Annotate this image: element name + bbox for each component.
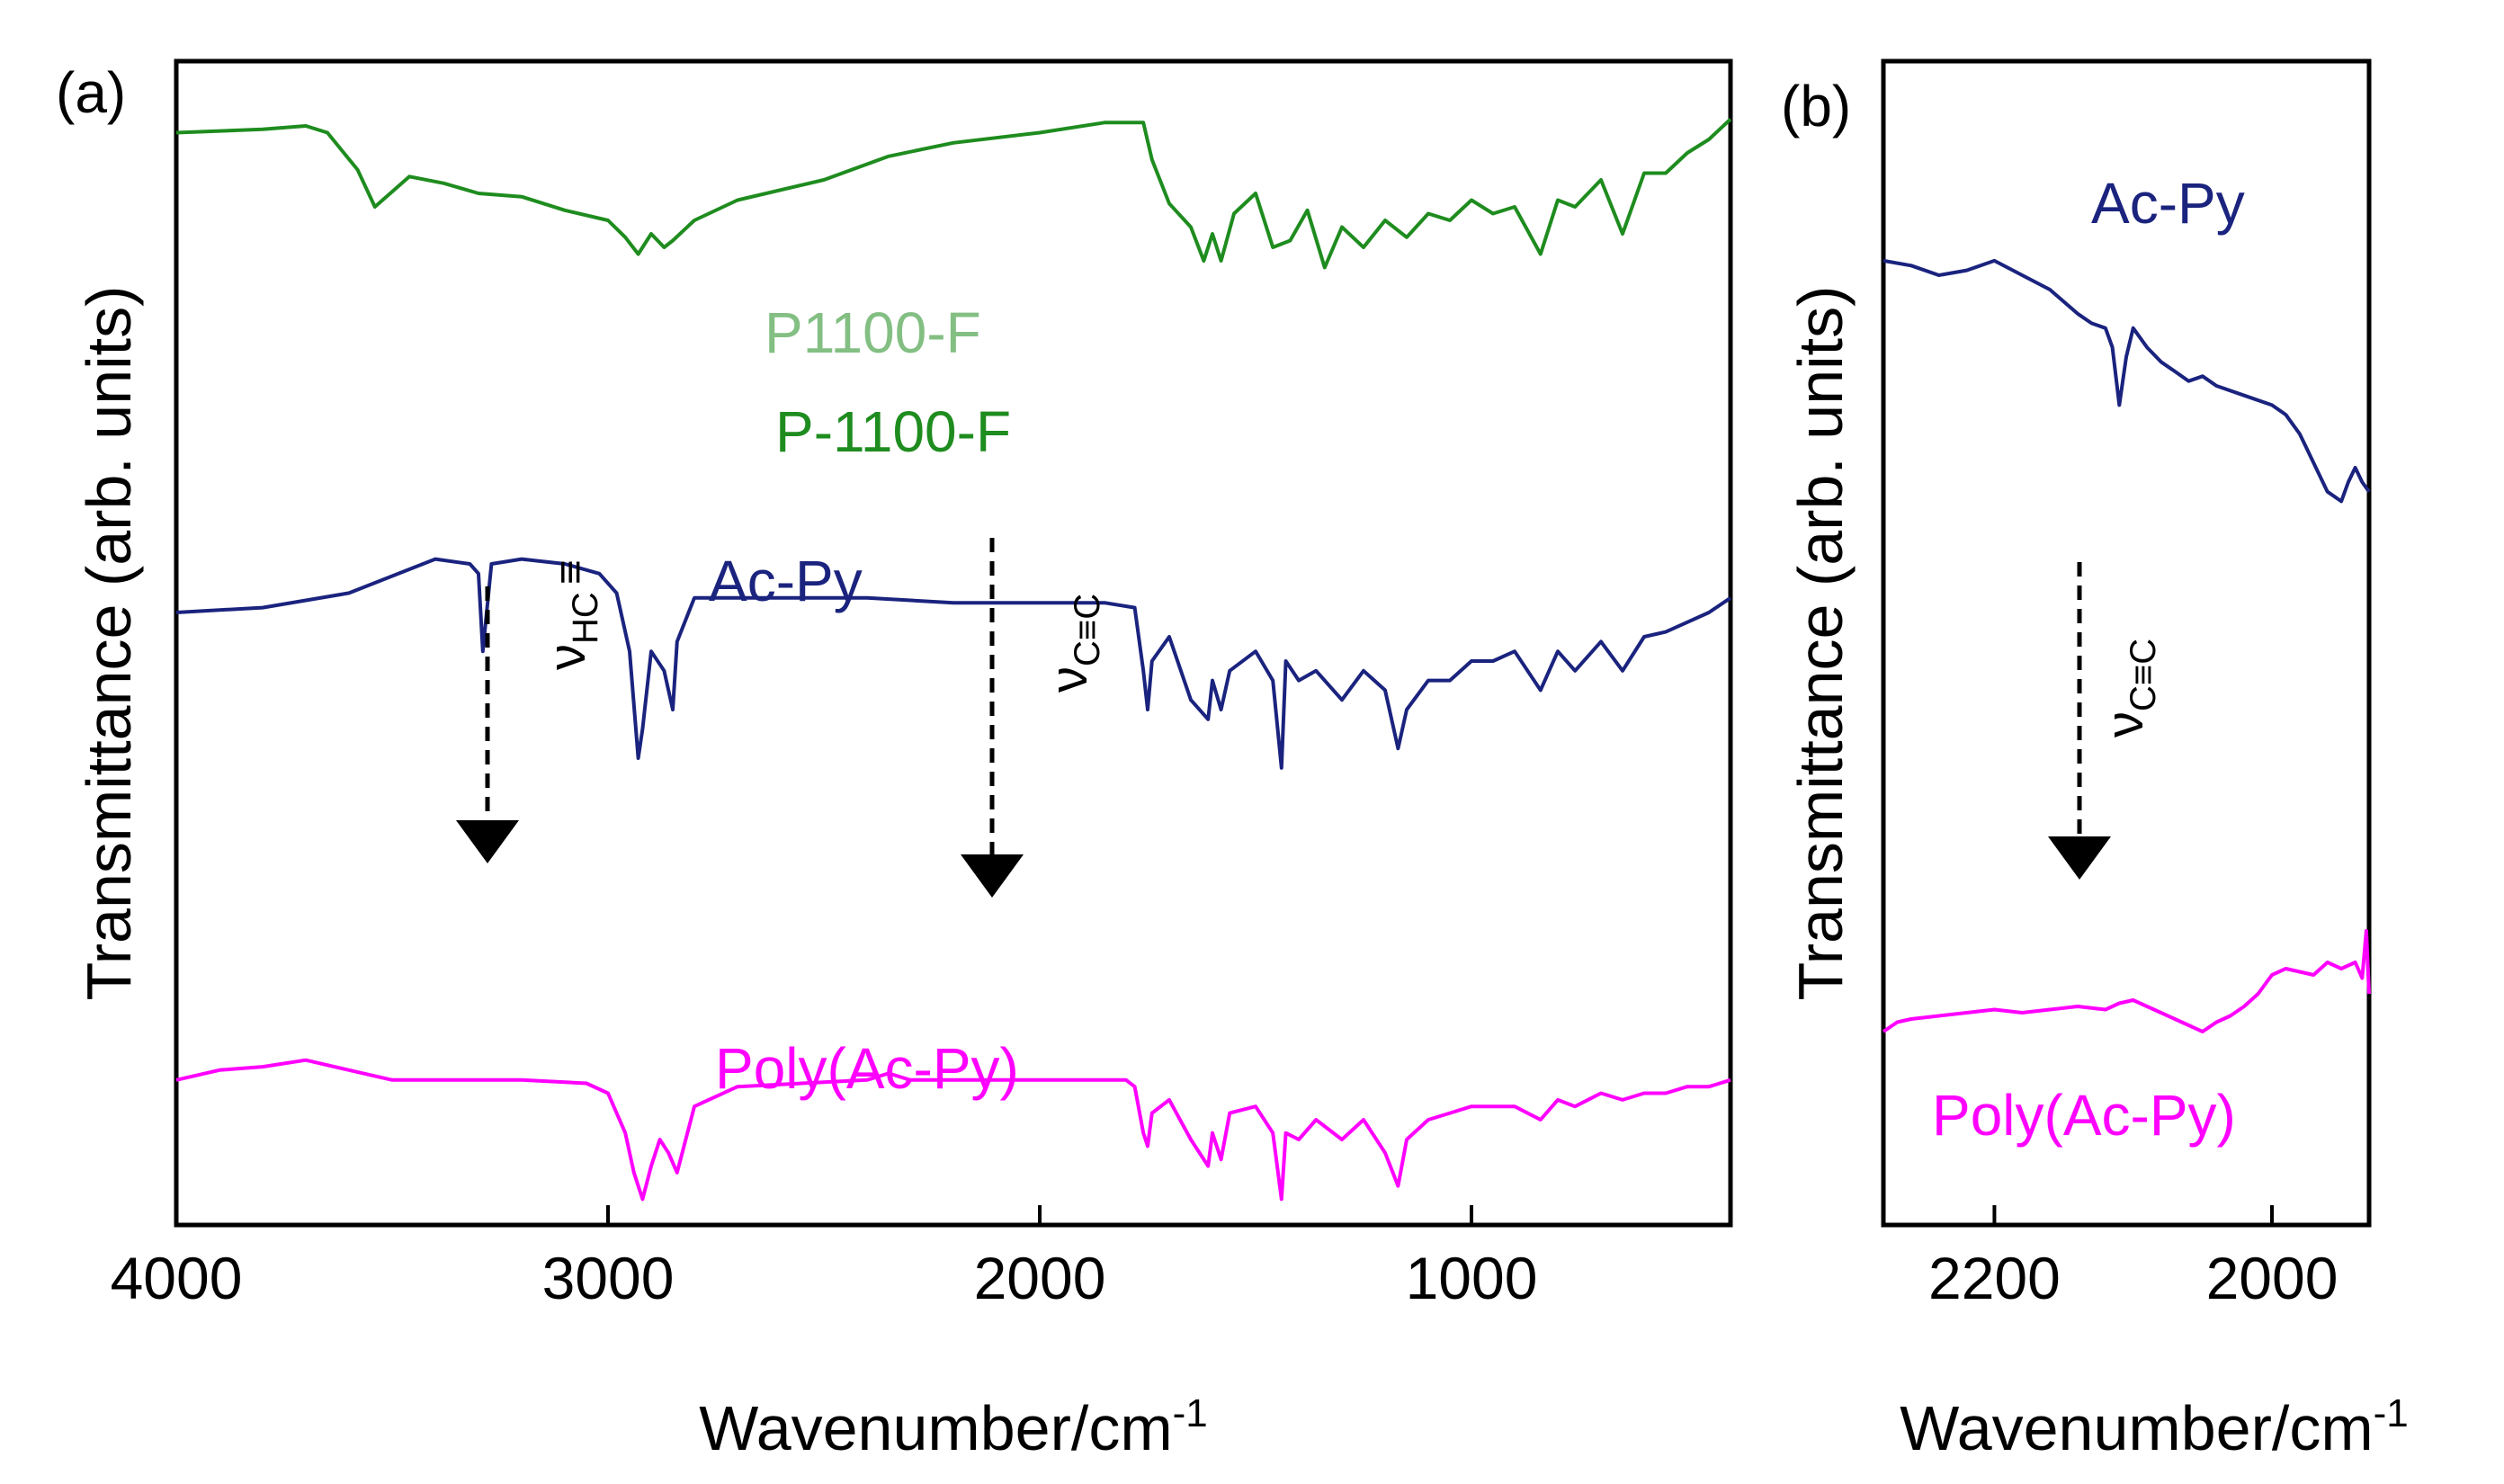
annotation-cc-arrowhead [961,854,1024,898]
annotation-cc-stretch: νC≡C [961,538,1107,898]
x-tick-label: 1000 [1406,1245,1538,1311]
series-line-ac-py [175,557,1732,770]
annotation-b-cc-stretch: νC≡C [2048,562,2163,880]
panel-a-y-axis-label: Transmittance (arb. units) [74,286,144,1001]
series-label-p1100-f-faded: P1100-F [765,300,981,365]
panel-a-label: (a) [56,60,126,125]
panel-b-series [1882,258,2371,1033]
panel-b-plot-frame [1881,58,2372,1228]
annotation-b-cc-arrowhead [2048,836,2111,880]
x-tick-label: 3000 [542,1245,675,1311]
series-label-ac-py: Ac-Py [709,549,863,613]
panel-a: (a) 4000 3000 2000 1000 Transmittance (arb.… [56,58,1733,1463]
annotation-cc-label: νC≡C [1040,594,1107,693]
panel-a-x-axis-label-sup: -1 [1173,1391,1208,1435]
panel-a-series [175,118,1732,1202]
panel-b-y-axis-label: Transmittance (arb. units) [1785,286,1856,1001]
x-tick-label: 4000 [111,1245,243,1311]
panel-a-x-axis-label-text: Wavenumber/cm [699,1393,1172,1463]
panel-b-x-axis-label: Wavenumber/cm-1 [1900,1391,2409,1463]
annotation-hc-stretch: νHC≡ [456,559,605,863]
series-line-poly-ac-py [1882,929,2371,1033]
panel-b-label: (b) [1781,74,1851,139]
series-label-b-ac-py: Ac-Py [2091,171,2245,236]
x-tick-label: 2000 [974,1245,1106,1311]
panel-a-x-ticks: 4000 3000 2000 1000 [111,1205,1538,1311]
annotation-hc-label: νHC≡ [538,559,605,670]
series-label-p-1100-f: P-1100-F [775,399,1011,464]
series-label-b-poly-ac-py: Poly(Ac-Py) [1932,1083,2236,1148]
series-label-poly-ac-py: Poly(Ac-Py) [715,1036,1019,1101]
panel-b: (b) 2200 2000 Transmittance (arb. units) … [1781,58,2409,1463]
panel-b-x-ticks: 2200 2000 [1928,1205,2338,1311]
series-line-ac-py [1882,258,2371,504]
panel-a-plot-frame [174,58,1733,1228]
series-line-p1100-f [175,118,1732,270]
panel-b-x-axis-label-text: Wavenumber/cm [1900,1393,2373,1463]
panel-a-x-axis-label: Wavenumber/cm-1 [699,1391,1208,1463]
annotation-b-cc-label: νC≡C [2096,639,2163,738]
x-tick-label: 2200 [1928,1245,2061,1311]
series-line-poly-ac-py [175,1058,1731,1202]
panel-b-x-axis-label-sup: -1 [2374,1391,2409,1435]
x-tick-label: 2000 [2206,1245,2339,1311]
annotation-hc-arrowhead [456,820,519,863]
